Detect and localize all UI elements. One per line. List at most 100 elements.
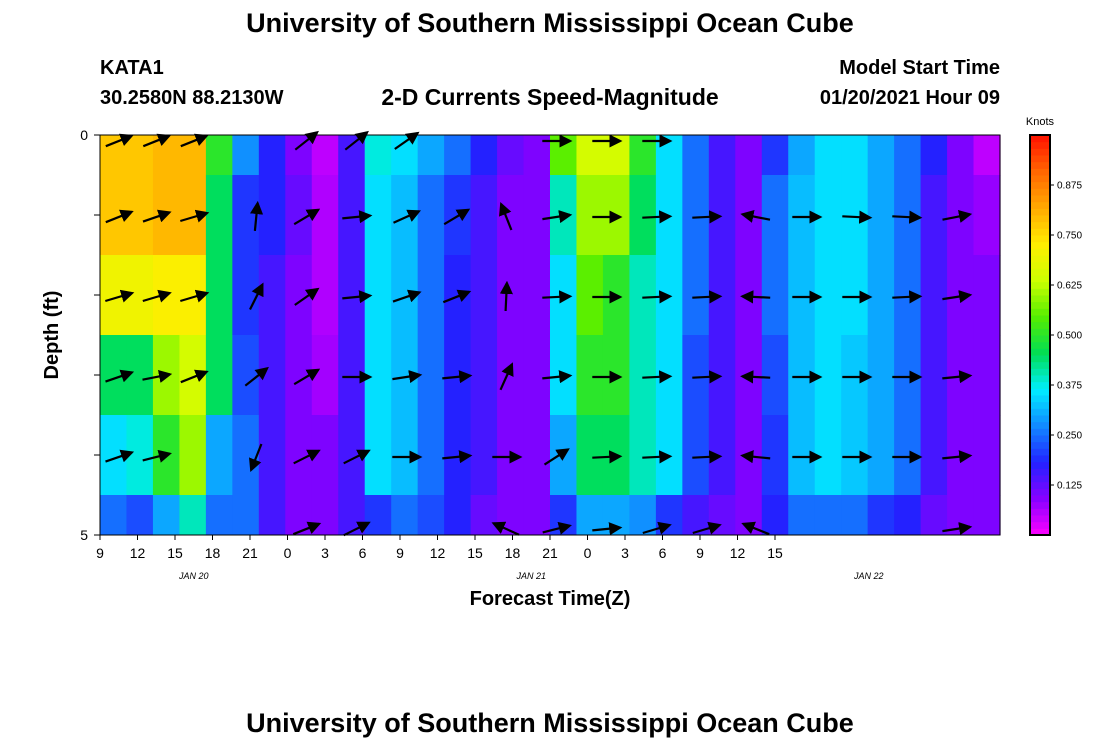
current-vector	[249, 443, 263, 473]
current-vector	[942, 370, 973, 384]
heatmap-cell	[920, 415, 948, 496]
heatmap-cell	[497, 175, 525, 256]
colorbar-segment	[1030, 335, 1050, 343]
x-axis-label: Forecast Time(Z)	[470, 588, 631, 610]
current-vector	[692, 521, 722, 535]
current-vector	[293, 208, 321, 226]
heatmap-cell	[205, 495, 233, 536]
colorbar-segment	[1030, 468, 1050, 476]
heatmap-cell	[258, 175, 286, 256]
heatmap-cell	[523, 175, 551, 256]
heatmap-cell	[947, 135, 975, 176]
heatmap-cell	[920, 135, 948, 176]
colorbar-tick-label: 0.250	[1057, 431, 1082, 442]
colorbar-segment	[1030, 348, 1050, 356]
heatmap-cell	[973, 255, 1001, 336]
colorbar-segment	[1030, 275, 1050, 283]
heatmap-cell	[576, 415, 604, 496]
heatmap-cell	[708, 495, 736, 536]
colorbar-segment	[1030, 408, 1050, 416]
heatmap-cell	[126, 135, 154, 176]
model-start-label: Model Start Time	[839, 57, 1000, 79]
current-vector	[942, 290, 973, 304]
current-vector	[179, 289, 210, 303]
heatmap-cell	[629, 175, 657, 256]
colorbar-segment	[1030, 388, 1050, 396]
heatmap-cell	[655, 255, 683, 336]
heatmap-cell	[814, 495, 842, 536]
colorbar-segment	[1030, 521, 1050, 529]
x-tick-label: 18	[205, 545, 221, 561]
heatmap-cell	[152, 495, 181, 536]
y-axis-label: Depth (ft)	[41, 291, 63, 380]
heatmap-cell	[523, 335, 551, 416]
heatmap-cell	[497, 135, 525, 176]
heatmap-cell	[417, 335, 445, 416]
heatmap-cell	[417, 255, 445, 336]
heatmap-cell	[920, 495, 948, 536]
current-vector	[105, 209, 134, 224]
heatmap-cell	[311, 495, 339, 536]
colorbar-segment	[1030, 175, 1050, 183]
heatmap-cell	[232, 415, 260, 496]
heatmap-cell	[814, 255, 842, 336]
colorbar-tick-label: 0.750	[1057, 231, 1082, 242]
colorbar-segment	[1030, 181, 1050, 189]
colorbar-segment	[1030, 421, 1050, 429]
current-vector	[342, 290, 373, 304]
station-coordinates: 30.2580N 88.2130W	[100, 87, 284, 109]
heatmap-cell	[867, 415, 895, 496]
current-vector	[442, 450, 473, 464]
heatmap-cell	[232, 495, 260, 536]
heatmap-cell	[470, 255, 498, 336]
x-tick-label: 3	[321, 545, 329, 561]
current-vector	[179, 209, 210, 223]
heatmap-cell	[682, 335, 710, 416]
heatmap-cell	[258, 415, 286, 496]
heatmap-cell	[761, 335, 789, 416]
colorbar-segment	[1030, 495, 1050, 503]
heatmap-cell	[364, 495, 392, 536]
heatmap-cell	[205, 335, 233, 416]
current-vector	[142, 133, 172, 148]
heatmap-cell	[867, 335, 895, 416]
heatmap-cell	[735, 255, 763, 336]
date-label: JAN 21	[515, 571, 546, 581]
heatmap-cell	[523, 495, 551, 536]
colorbar-segment	[1030, 448, 1050, 456]
heatmap-cell	[258, 335, 286, 416]
colorbar-tick-label: 0.125	[1057, 481, 1082, 492]
colorbar-segment	[1030, 235, 1050, 243]
chart-subtitle: 2-D Currents Speed-Magnitude	[381, 84, 719, 110]
current-vector	[642, 210, 673, 224]
x-tick-label: 9	[396, 545, 404, 561]
colorbar-segment	[1030, 395, 1050, 403]
current-vector	[642, 450, 673, 464]
current-vector	[392, 370, 423, 384]
colorbar-tick-label: 0.500	[1057, 331, 1082, 342]
heatmap-cell	[814, 335, 842, 416]
colorbar-segment	[1030, 228, 1050, 236]
current-vector	[249, 282, 264, 310]
current-vector	[292, 521, 322, 536]
date-label: JAN 20	[178, 571, 209, 581]
x-tick-label: 12	[430, 545, 446, 561]
heatmap-cell	[152, 255, 181, 336]
current-vector	[394, 131, 420, 150]
x-tick-label: 18	[505, 545, 521, 561]
heatmap-cell	[417, 135, 445, 176]
colorbar-units: Knots	[1026, 116, 1055, 128]
heatmap-cell	[311, 255, 339, 336]
colorbar-segment	[1030, 361, 1050, 369]
heatmap-cell	[708, 135, 736, 176]
colorbar-segment	[1030, 215, 1050, 223]
heatmap-cell	[258, 255, 286, 336]
heatmap-cell	[179, 495, 207, 536]
heatmap-cell	[391, 495, 419, 536]
heatmap-cell	[311, 135, 339, 176]
x-tick-label: 15	[767, 545, 783, 561]
heatmap-cell	[894, 135, 922, 176]
heatmap-cell	[470, 335, 498, 416]
heatmap-cell	[311, 335, 339, 416]
current-vector	[105, 449, 135, 463]
